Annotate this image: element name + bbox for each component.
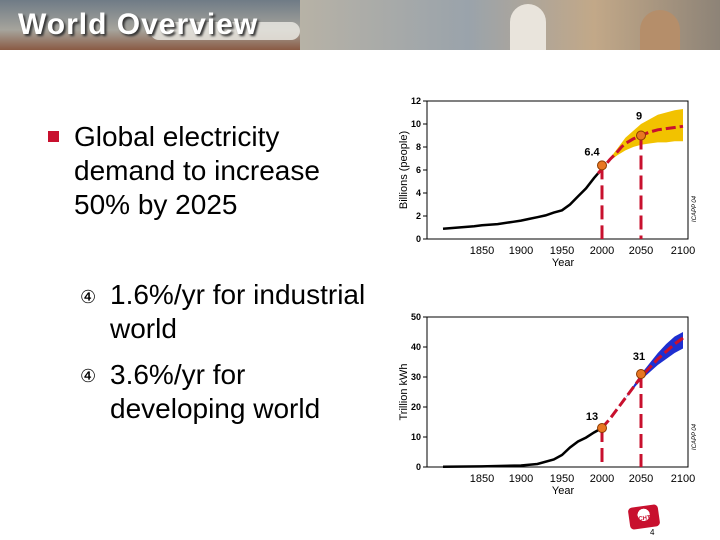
logo-text: BECHTEL (630, 514, 659, 524)
x-tick-label: 2100 (671, 473, 695, 485)
bullet-square-icon (48, 131, 59, 142)
y-tick-label: 12 (411, 96, 421, 106)
historical-series-line (442, 426, 603, 468)
x-tick-label: 1900 (509, 245, 533, 257)
data-label: 13 (586, 411, 598, 423)
banner-photo-tank (150, 22, 300, 40)
historical-series-line (442, 172, 599, 230)
data-marker (636, 130, 646, 141)
y-tick-label: 50 (411, 312, 421, 322)
data-marker (597, 160, 607, 171)
y-axis-title: Billions (people) (398, 131, 410, 209)
y-tick-label: 20 (411, 402, 421, 412)
circled-four-icon: ④ (80, 366, 97, 386)
y-tick-label: 2 (416, 211, 421, 221)
data-label: 6.4 (584, 146, 600, 158)
y-tick-label: 0 (416, 462, 421, 472)
projection-series-line (596, 124, 684, 175)
source-label: ICAPP 04 (692, 423, 698, 450)
main-bullet-text: Global electricity demand to increase 50… (74, 121, 320, 220)
plot-area (426, 316, 689, 468)
x-tick-label: 2000 (590, 473, 614, 485)
x-tick-label: 1850 (470, 473, 494, 485)
data-marker (597, 423, 607, 433)
y-tick-label: 6 (416, 165, 421, 175)
y-tick-label: 0 (416, 234, 421, 244)
x-axis-title: Year (552, 257, 575, 269)
x-tick-label: 1850 (470, 245, 494, 257)
x-tick-label: 2050 (629, 245, 653, 257)
banner-photo-person (640, 10, 680, 50)
y-tick-label: 40 (411, 342, 421, 352)
source-label: ICAPP 04 (692, 195, 698, 222)
data-marker (636, 369, 646, 379)
x-axis-title: Year (552, 485, 575, 497)
data-label: 9 (636, 111, 642, 123)
data-label: 31 (633, 351, 645, 363)
y-tick-label: 10 (411, 119, 421, 129)
y-tick-label: 30 (411, 372, 421, 382)
y-axis-title: Trillion kWh (398, 363, 410, 420)
logo-mark: BECHTEL (630, 514, 659, 524)
header-banner (0, 0, 720, 50)
y-tick-label: 10 (411, 432, 421, 442)
x-tick-label: 1950 (550, 245, 574, 257)
sub-bullet-2: 3.6%/yr for developing world (110, 359, 321, 424)
x-tick-label: 1950 (550, 473, 574, 485)
y-tick-label: 4 (416, 188, 421, 198)
x-tick-label: 2100 (671, 245, 695, 257)
circled-four-icon: ④ (80, 287, 97, 307)
banner-photo-person (510, 4, 546, 50)
x-tick-label: 2000 (590, 245, 614, 257)
x-tick-label: 2050 (629, 473, 653, 485)
sub-bullet-1: 1.6%/yr for industrial world (110, 279, 366, 344)
y-tick-label: 8 (416, 142, 421, 152)
page-number: 4 (650, 528, 655, 537)
company-logo: BECHTEL (627, 504, 661, 530)
x-tick-label: 1900 (509, 473, 533, 485)
slide-title: World Overview (18, 8, 259, 41)
